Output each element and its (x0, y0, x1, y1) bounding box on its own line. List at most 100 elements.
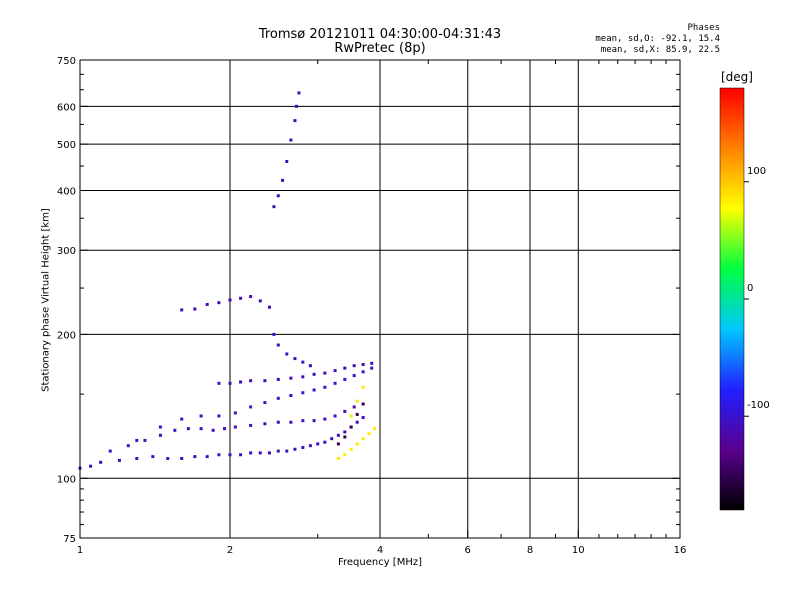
x-tick-label: 16 (674, 545, 687, 556)
data-point (323, 440, 327, 444)
data-point (333, 369, 337, 373)
data-point (361, 416, 365, 420)
colorbar-unit-label: [deg] (721, 70, 753, 84)
data-point (293, 357, 297, 361)
x-tick-label: 4 (377, 545, 383, 556)
data-point (336, 456, 340, 460)
y-axis-label: Stationary phase Virtual Height [km] (40, 208, 52, 392)
data-point (355, 420, 359, 424)
data-point (349, 447, 353, 451)
x-tick-label: 2 (227, 545, 233, 556)
data-point (289, 138, 293, 142)
data-point (249, 423, 253, 427)
data-point (295, 104, 299, 108)
colorbar-gradient (719, 87, 745, 511)
data-point (272, 205, 276, 209)
data-point (249, 379, 253, 383)
data-point (352, 364, 356, 368)
data-point (367, 432, 371, 436)
data-point (228, 298, 232, 302)
y-tick-label: 500 (57, 140, 76, 151)
data-point (117, 458, 121, 462)
data-point (308, 364, 312, 368)
data-point (289, 420, 293, 424)
data-point (228, 381, 232, 385)
data-point (135, 456, 139, 460)
data-point (361, 437, 365, 441)
data-point (217, 414, 221, 418)
phases-heading: Phases (687, 23, 720, 33)
chart-title: Tromsø 20121011 04:30:00-04:31:43 (258, 27, 502, 42)
data-point (330, 437, 334, 441)
data-point (343, 366, 347, 370)
data-point (233, 411, 237, 415)
data-point (272, 332, 276, 336)
data-point (333, 414, 337, 418)
data-point (323, 371, 327, 375)
data-point (108, 449, 112, 453)
data-point (233, 425, 237, 429)
axis-ticks: 1 2 4 6 8 10 16 75 100 200 300 400 500 600 750 (57, 56, 686, 556)
data-point (285, 159, 289, 163)
data-point (361, 362, 365, 366)
data-point (258, 451, 262, 455)
data-point (199, 414, 203, 418)
data-point (343, 409, 347, 413)
data-point (312, 372, 316, 376)
data-point (89, 464, 93, 468)
data-point (217, 381, 221, 385)
data-point (373, 427, 377, 431)
data-point (361, 402, 365, 406)
data-point (349, 414, 353, 418)
colorbar: 100 0 -100 (719, 87, 770, 511)
data-point (135, 438, 139, 442)
data-point (180, 417, 184, 421)
phases-line-o: mean, sd,O: -92.1, 15.4 (595, 34, 720, 44)
data-point (249, 295, 253, 299)
data-point (151, 455, 155, 459)
data-point (239, 453, 243, 457)
x-tick-label: 6 (465, 545, 471, 556)
data-point (276, 343, 280, 347)
data-point (343, 430, 347, 434)
colorbar-tick-label: 0 (747, 283, 753, 294)
data-point (361, 385, 365, 389)
data-point (166, 456, 170, 460)
data-point (285, 352, 289, 356)
data-point (239, 296, 243, 300)
data-point (193, 455, 197, 459)
data-point (276, 377, 280, 381)
data-point (276, 449, 280, 453)
data-point (343, 453, 347, 457)
data-point (308, 444, 312, 448)
x-tick-label: 1 (77, 545, 83, 556)
data-point (158, 433, 162, 437)
y-tick-label: 200 (57, 330, 76, 341)
data-point (343, 377, 347, 381)
data-point (355, 412, 359, 416)
data-point (263, 422, 267, 426)
data-point (99, 460, 103, 464)
data-point (301, 445, 305, 449)
data-point (263, 401, 267, 405)
data-point (217, 453, 221, 457)
data-point (173, 428, 177, 432)
data-point (370, 361, 374, 365)
data-point (289, 393, 293, 397)
y-tick-label: 750 (57, 56, 76, 67)
data-point (211, 428, 215, 432)
data-point (301, 375, 305, 379)
data-point (249, 405, 253, 409)
data-point (180, 308, 184, 312)
data-point (316, 442, 320, 446)
data-point (281, 178, 285, 182)
data-point (143, 438, 147, 442)
x-tick-label: 8 (527, 545, 533, 556)
data-point (301, 419, 305, 423)
data-point (352, 374, 356, 378)
data-point (180, 456, 184, 460)
data-point (217, 301, 221, 305)
data-point (312, 388, 316, 392)
data-point (293, 119, 297, 123)
data-point (126, 444, 130, 448)
